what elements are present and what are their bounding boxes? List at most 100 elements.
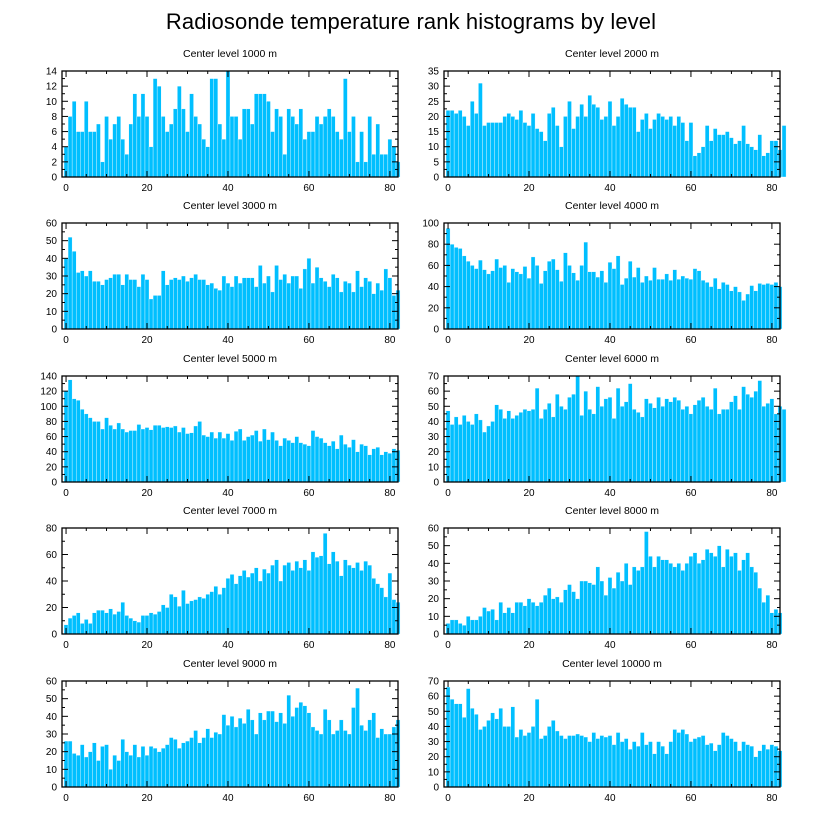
histogram-bar bbox=[482, 431, 487, 483]
histogram-bar bbox=[595, 386, 601, 483]
histogram-bar bbox=[310, 131, 316, 178]
x-tick-label: 80 bbox=[766, 488, 778, 499]
histogram-bar bbox=[156, 611, 162, 635]
histogram-bar bbox=[482, 125, 487, 178]
histogram-bar bbox=[387, 733, 393, 788]
y-tick-label: 20 bbox=[428, 303, 440, 314]
histogram-bar bbox=[148, 746, 154, 788]
histogram-bar bbox=[745, 744, 750, 788]
histogram-bar bbox=[359, 443, 364, 483]
histogram-bar bbox=[526, 732, 532, 788]
histogram-bar bbox=[108, 425, 113, 483]
histogram-bar bbox=[628, 748, 633, 788]
histogram-panel: Center level 9000 m 0 20 40 60 80 0 10 20 30 40 50 6… bbox=[46, 658, 401, 804]
histogram-bar bbox=[571, 735, 576, 788]
histogram-bar bbox=[351, 707, 356, 788]
histogram-bar bbox=[628, 584, 633, 635]
y-tick-label: 20 bbox=[46, 289, 58, 300]
histogram-bar bbox=[156, 751, 162, 788]
histogram-bar bbox=[457, 248, 463, 330]
histogram-bar bbox=[445, 228, 451, 330]
histogram-bar bbox=[538, 418, 544, 483]
histogram-bar bbox=[201, 138, 206, 178]
histogram-bar bbox=[538, 283, 544, 330]
histogram-bar bbox=[169, 279, 174, 330]
histogram-bar bbox=[379, 454, 385, 483]
histogram-bar bbox=[591, 732, 596, 788]
histogram-bar bbox=[648, 556, 653, 635]
histogram-bar bbox=[445, 110, 451, 178]
histogram-bar bbox=[233, 116, 239, 178]
histogram-bar bbox=[713, 556, 718, 635]
histogram-bar bbox=[664, 559, 669, 635]
histogram-bar bbox=[298, 108, 304, 178]
histogram-bar bbox=[298, 288, 304, 330]
histogram-bar bbox=[306, 712, 312, 788]
histogram-bar bbox=[351, 439, 356, 483]
x-tick-label: 80 bbox=[766, 640, 778, 651]
histogram-bar bbox=[628, 260, 633, 330]
histogram-bar bbox=[457, 703, 463, 788]
histogram-bar bbox=[555, 730, 560, 788]
histogram-bar bbox=[112, 274, 117, 330]
histogram-bar bbox=[161, 270, 166, 330]
histogram-bar bbox=[205, 146, 210, 178]
y-tick-label: 4 bbox=[51, 142, 57, 153]
histogram-bar bbox=[644, 531, 649, 635]
histogram-bar bbox=[579, 580, 584, 635]
histogram-bar bbox=[148, 298, 154, 330]
histogram-bar bbox=[498, 708, 503, 788]
histogram-bar bbox=[474, 113, 479, 178]
y-tick-label: 70 bbox=[428, 677, 440, 688]
histogram-bar bbox=[494, 718, 499, 788]
histogram-bar bbox=[339, 138, 344, 178]
histogram-bar bbox=[676, 279, 681, 330]
histogram-bar bbox=[100, 284, 105, 330]
histogram-bar bbox=[506, 113, 511, 178]
histogram-bar bbox=[583, 116, 588, 178]
histogram-bar bbox=[680, 409, 686, 483]
x-tick-label: 40 bbox=[222, 183, 234, 194]
histogram-bar bbox=[684, 140, 690, 178]
histogram-bar bbox=[229, 716, 235, 788]
histogram-bar bbox=[124, 431, 129, 483]
histogram-bar bbox=[708, 409, 714, 483]
histogram-bar bbox=[169, 737, 174, 788]
histogram-bar bbox=[490, 609, 495, 635]
histogram-bar bbox=[725, 131, 730, 178]
histogram-bar bbox=[75, 131, 81, 178]
histogram-bar bbox=[563, 738, 568, 788]
histogram-bar bbox=[672, 397, 677, 483]
histogram-bar bbox=[355, 270, 360, 330]
histogram-bar bbox=[262, 719, 267, 788]
y-tick-label: 60 bbox=[428, 261, 440, 272]
histogram-bar bbox=[84, 413, 89, 483]
histogram-bar bbox=[355, 687, 360, 788]
histogram-bar bbox=[555, 269, 560, 330]
histogram-bar bbox=[668, 401, 673, 483]
histogram-bar bbox=[672, 125, 677, 178]
histogram-bar bbox=[611, 418, 617, 483]
panel-title: Center level 7000 m bbox=[183, 505, 277, 517]
histogram-bar bbox=[700, 735, 706, 788]
histogram-bar bbox=[181, 742, 186, 788]
y-tick-label: 40 bbox=[428, 282, 440, 293]
histogram-bar bbox=[474, 413, 479, 483]
histogram-bar bbox=[274, 265, 279, 330]
histogram-bar bbox=[474, 619, 479, 635]
histogram-bar bbox=[494, 404, 499, 483]
histogram-bar bbox=[761, 744, 767, 788]
histogram-bar bbox=[343, 730, 348, 788]
histogram-bar bbox=[80, 744, 85, 788]
histogram-bar bbox=[290, 716, 295, 788]
histogram-bar bbox=[237, 282, 243, 330]
histogram-bar bbox=[120, 602, 125, 635]
histogram-bar bbox=[375, 446, 380, 483]
histogram-bar bbox=[494, 619, 499, 635]
histogram-bar bbox=[209, 737, 214, 788]
histogram-bar bbox=[490, 270, 495, 330]
panel-title: Center level 5000 m bbox=[183, 353, 277, 365]
histogram-bar bbox=[75, 400, 81, 483]
histogram-bar bbox=[717, 413, 722, 483]
histogram-bar bbox=[161, 427, 166, 483]
